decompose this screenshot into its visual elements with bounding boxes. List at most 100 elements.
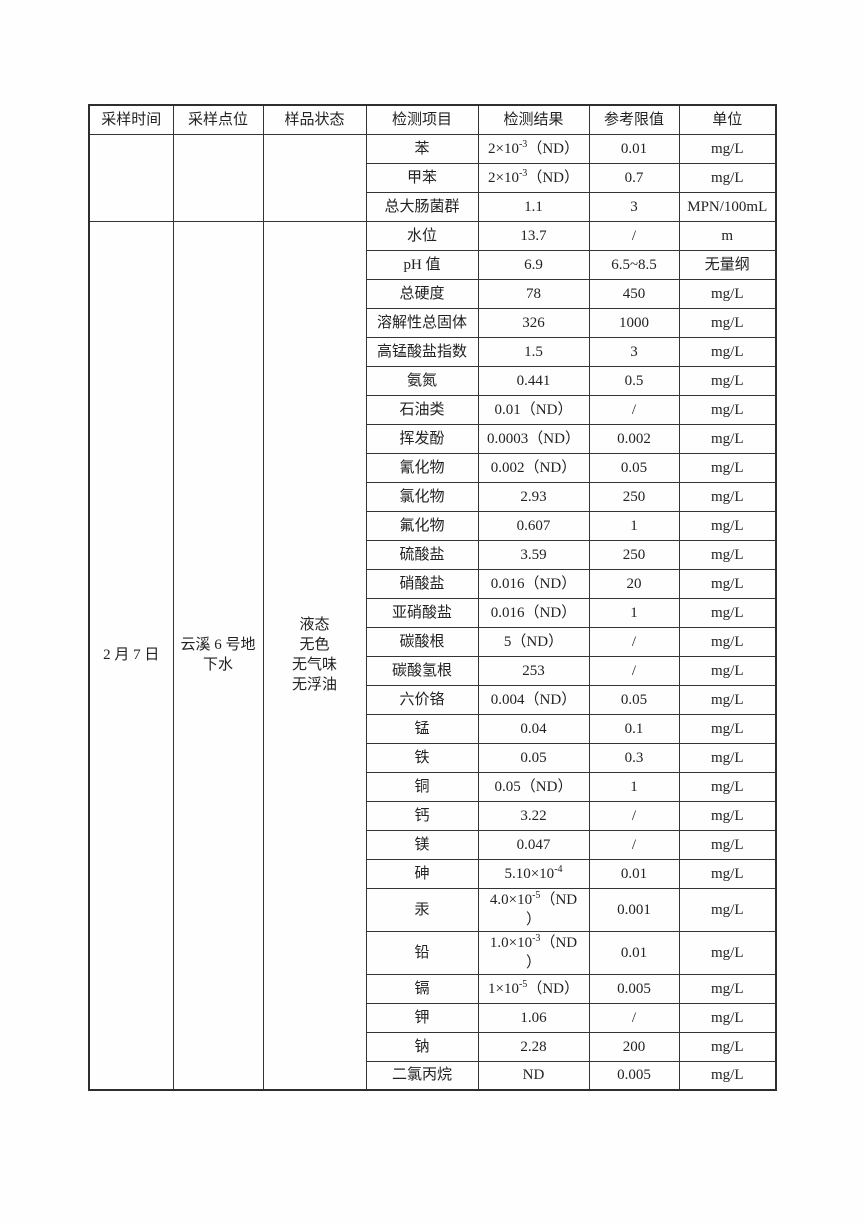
result-base: 13.7 [520, 227, 547, 244]
table-row: 镁 0.047 /mg/L [89, 829, 777, 860]
result-base: 6.9 [524, 256, 543, 273]
unit-cell: mg/L [678, 887, 777, 932]
result-cell: 0.05 [477, 742, 590, 773]
item-cell: 锰 [365, 713, 479, 744]
item-cell: 氟化物 [365, 510, 479, 541]
result-base: 5（ND） [503, 633, 564, 650]
result-cell: 0.441 [477, 365, 590, 396]
result-suffix: （ND [540, 891, 578, 908]
item-cell: 总硬度 [365, 278, 479, 309]
limit-cell: 0.01 [588, 133, 680, 164]
result-cell: 6.9 [477, 249, 590, 280]
result-exponent: -3 [518, 167, 528, 179]
sample-time-cell-empty [88, 133, 174, 222]
limit-cell: 250 [588, 481, 680, 512]
result-cell: 0.016（ND） [477, 597, 590, 628]
result-cell: 0.05（ND） [477, 771, 590, 802]
limit-cell: 0.05 [588, 452, 680, 483]
result-cell: 0.016（ND） [477, 568, 590, 599]
unit-cell: mg/L [678, 858, 777, 889]
header-cell: 参考限值 [588, 104, 680, 135]
result-cell: 2×10-3（ND） [477, 133, 590, 164]
result-base: 0.047 [516, 836, 551, 853]
result-suffix: （ND） [527, 140, 579, 157]
result-suffix: （ND [540, 934, 578, 951]
result-cell: 5.10×10-4 [477, 858, 590, 889]
water-quality-table: 采样时间 采样点位 样品状态 检测项目 检测结果 参考限值 单位 苯 2×10-3（ND） 0.… [88, 104, 777, 1091]
unit-cell: mg/L [678, 771, 777, 802]
result-cell: 13.7 [477, 220, 590, 251]
item-cell: 碳酸根 [365, 626, 479, 657]
unit-cell: mg/L [678, 684, 777, 715]
limit-cell: 0.001 [588, 887, 680, 932]
limit-cell: 0.005 [588, 973, 680, 1004]
item-cell: 碳酸氢根 [365, 655, 479, 686]
limit-cell: / [588, 626, 680, 657]
result-base: 1.5 [524, 343, 543, 360]
item-cell: 苯 [365, 133, 479, 164]
item-cell: 汞 [365, 887, 479, 932]
unit-cell: mg/L [678, 278, 777, 309]
table-row: 石油类 0.01（ND） / mg/L [89, 394, 777, 425]
result-cell: 0.607 [477, 510, 590, 541]
item-cell: 六价铬 [365, 684, 479, 715]
item-cell: 氰化物 [365, 452, 479, 483]
result-base: 253 [522, 662, 545, 679]
result-cell: 0.047 [477, 829, 590, 860]
result-cell: 3.22 [477, 800, 590, 831]
sample-state-cell: 液态 无色 无气味 无浮油 [262, 220, 367, 1091]
limit-cell: 20 [588, 568, 680, 599]
unit-cell: mg/L [678, 423, 777, 454]
result-cell: 1.0×10-3（ND ） [477, 930, 590, 975]
result-cell: 253 [477, 655, 590, 686]
result-line2: ） [525, 911, 541, 928]
limit-cell: 0.3 [588, 742, 680, 773]
result-exponent: -5 [518, 978, 528, 990]
unit-cell: mg/L [678, 336, 777, 367]
unit-cell: mg/L [678, 800, 777, 831]
item-cell: 水位 [365, 220, 479, 251]
table-row: 总大肠菌群 1.1 3 MPN/100mL [89, 191, 777, 222]
unit-cell: mg/L [678, 1031, 777, 1062]
result-line2: ） [525, 954, 541, 971]
item-cell: 氨氮 [365, 365, 479, 396]
item-cell: 铜 [365, 771, 479, 802]
result-cell: 2×10-3（ND） [477, 162, 590, 193]
unit-cell: MPN/100mL [678, 191, 777, 222]
limit-cell: 200 [588, 1031, 680, 1062]
unit-cell: mg/L [678, 1060, 777, 1091]
sample-state-cell-empty [262, 133, 367, 222]
result-base: 1.1 [524, 198, 543, 215]
result-cell: 326 [477, 307, 590, 338]
unit-cell: mg/L [678, 829, 777, 860]
unit-cell: mg/L [678, 1002, 777, 1033]
unit-cell: mg/L [678, 973, 777, 1004]
result-base: 1×10 [488, 980, 519, 997]
result-base: 2×10 [488, 140, 519, 157]
result-exponent: -5 [532, 889, 541, 901]
result-base: 0.05 [520, 749, 547, 766]
table-row: 钾 1.06 /mg/L [89, 1002, 777, 1033]
header-cell: 检测结果 [477, 104, 590, 135]
result-cell: 2.28 [477, 1031, 590, 1062]
limit-cell: 0.005 [588, 1060, 680, 1091]
limit-cell: / [588, 220, 680, 251]
table-row: 硝酸盐 0.016（ND） 20 mg/L [89, 568, 777, 599]
limit-cell: 0.1 [588, 713, 680, 744]
result-base: 4.0×10 [489, 891, 533, 908]
unit-cell: m [678, 220, 777, 251]
table-row: 溶解性总固体 326 1000 mg/L [89, 307, 777, 338]
result-cell: 0.002（ND） [477, 452, 590, 483]
item-cell: 高锰酸盐指数 [365, 336, 479, 367]
limit-cell: 1 [588, 510, 680, 541]
result-exponent: -3 [518, 138, 528, 150]
result-base: 0.016（ND） [490, 575, 577, 592]
table-row: 氰化物 0.002（ND） 0.05 mg/L [89, 452, 777, 483]
item-cell: 二氯丙烷 [365, 1060, 479, 1091]
limit-cell: 6.5~8.5 [588, 249, 680, 280]
table-row: 钠 2.28 200 mg/L [89, 1031, 777, 1062]
unit-cell: mg/L [678, 713, 777, 744]
limit-cell: / [588, 800, 680, 831]
result-base: 0.0003（ND） [487, 430, 580, 447]
